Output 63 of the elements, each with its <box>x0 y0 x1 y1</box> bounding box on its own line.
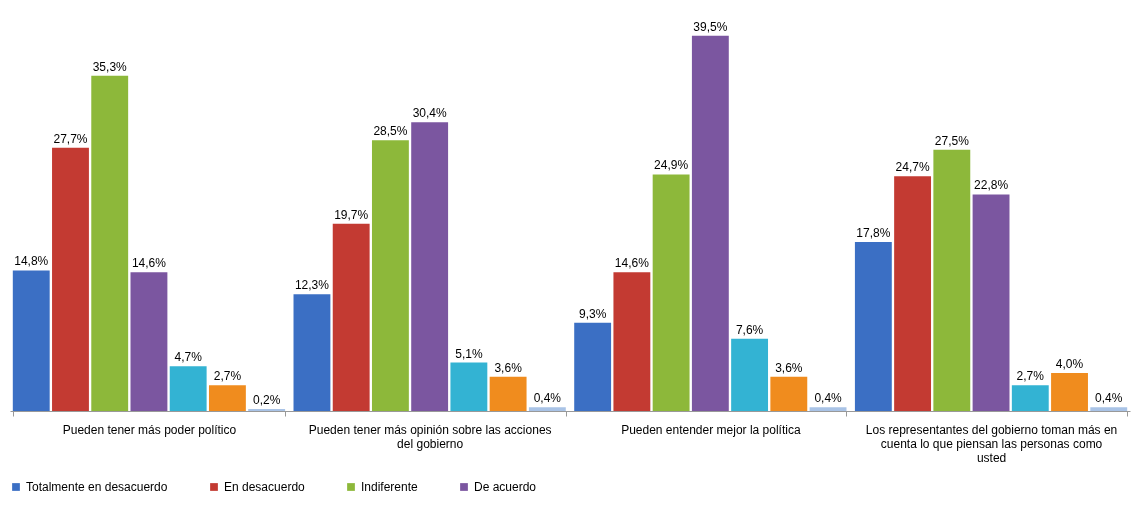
legend-label: Totalmente en desacuerdo <box>26 480 168 494</box>
bar <box>332 223 370 411</box>
bar <box>489 376 527 411</box>
bar <box>52 147 89 411</box>
data-label: 0,4% <box>533 391 562 406</box>
data-label: 3,6% <box>494 360 523 375</box>
legend-label: En desacuerdo <box>224 480 306 494</box>
bar <box>574 322 612 411</box>
data-label: 0,2% <box>252 393 281 408</box>
data-label: 4,0% <box>1055 357 1084 371</box>
legend-label: Indiferente <box>361 480 419 494</box>
x-tick-label: Pueden entender mejor la política <box>621 422 801 437</box>
bar <box>12 270 50 411</box>
data-label: 27,5% <box>934 133 970 148</box>
bar <box>894 176 932 411</box>
data-label: 14,6% <box>614 256 650 271</box>
bar <box>854 241 892 411</box>
data-label: 7,6% <box>735 322 764 337</box>
data-label: 22,8% <box>974 178 1009 193</box>
data-label: 19,7% <box>334 207 369 222</box>
data-label: 27,7% <box>53 131 88 146</box>
data-label: 0,4% <box>1095 391 1123 406</box>
bar <box>208 385 246 411</box>
data-label: 17,8% <box>856 225 891 240</box>
data-label: 39,5% <box>693 19 728 34</box>
data-label: 5,1% <box>455 346 483 361</box>
x-tick-label: Pueden tener más poder político <box>62 422 237 437</box>
bar <box>91 75 129 411</box>
bar <box>652 174 690 411</box>
bar <box>731 338 769 411</box>
data-label: 35,3% <box>92 59 128 74</box>
bar <box>1051 373 1088 411</box>
bar <box>169 366 207 411</box>
data-label: 2,7% <box>213 369 242 384</box>
bar <box>130 272 168 411</box>
data-label: 14,8% <box>14 254 49 269</box>
data-label: 9,3% <box>578 306 607 321</box>
bar <box>770 376 808 411</box>
bar <box>1011 385 1049 411</box>
bar <box>450 362 488 411</box>
data-label: 2,7% <box>1016 369 1045 384</box>
x-tick-label: Pueden tener más opinión sobre las acciones del gobierno <box>308 422 552 451</box>
data-label: 24,9% <box>654 158 689 173</box>
data-label: 30,4% <box>412 106 447 121</box>
legend-label: De acuerdo <box>474 480 537 494</box>
data-label: 4,7% <box>174 350 203 365</box>
bar <box>1090 407 1128 411</box>
bar <box>933 149 971 411</box>
data-label: 3,6% <box>775 360 803 375</box>
x-tick-label: Los representantes del gobierno toman más en cuenta lo que piensan las personas como usted <box>865 422 1118 465</box>
bar <box>972 194 1010 411</box>
bar <box>691 35 729 411</box>
bar <box>411 122 449 411</box>
data-label: 14,6% <box>131 256 167 271</box>
bar <box>528 407 566 411</box>
data-label: 0,4% <box>814 391 843 406</box>
bar <box>613 272 651 411</box>
bar <box>293 294 331 411</box>
data-label: 28,5% <box>373 124 408 139</box>
bar <box>809 407 847 411</box>
data-label: 12,3% <box>294 278 330 293</box>
data-label: 24,7% <box>895 160 930 175</box>
bar <box>371 140 409 411</box>
